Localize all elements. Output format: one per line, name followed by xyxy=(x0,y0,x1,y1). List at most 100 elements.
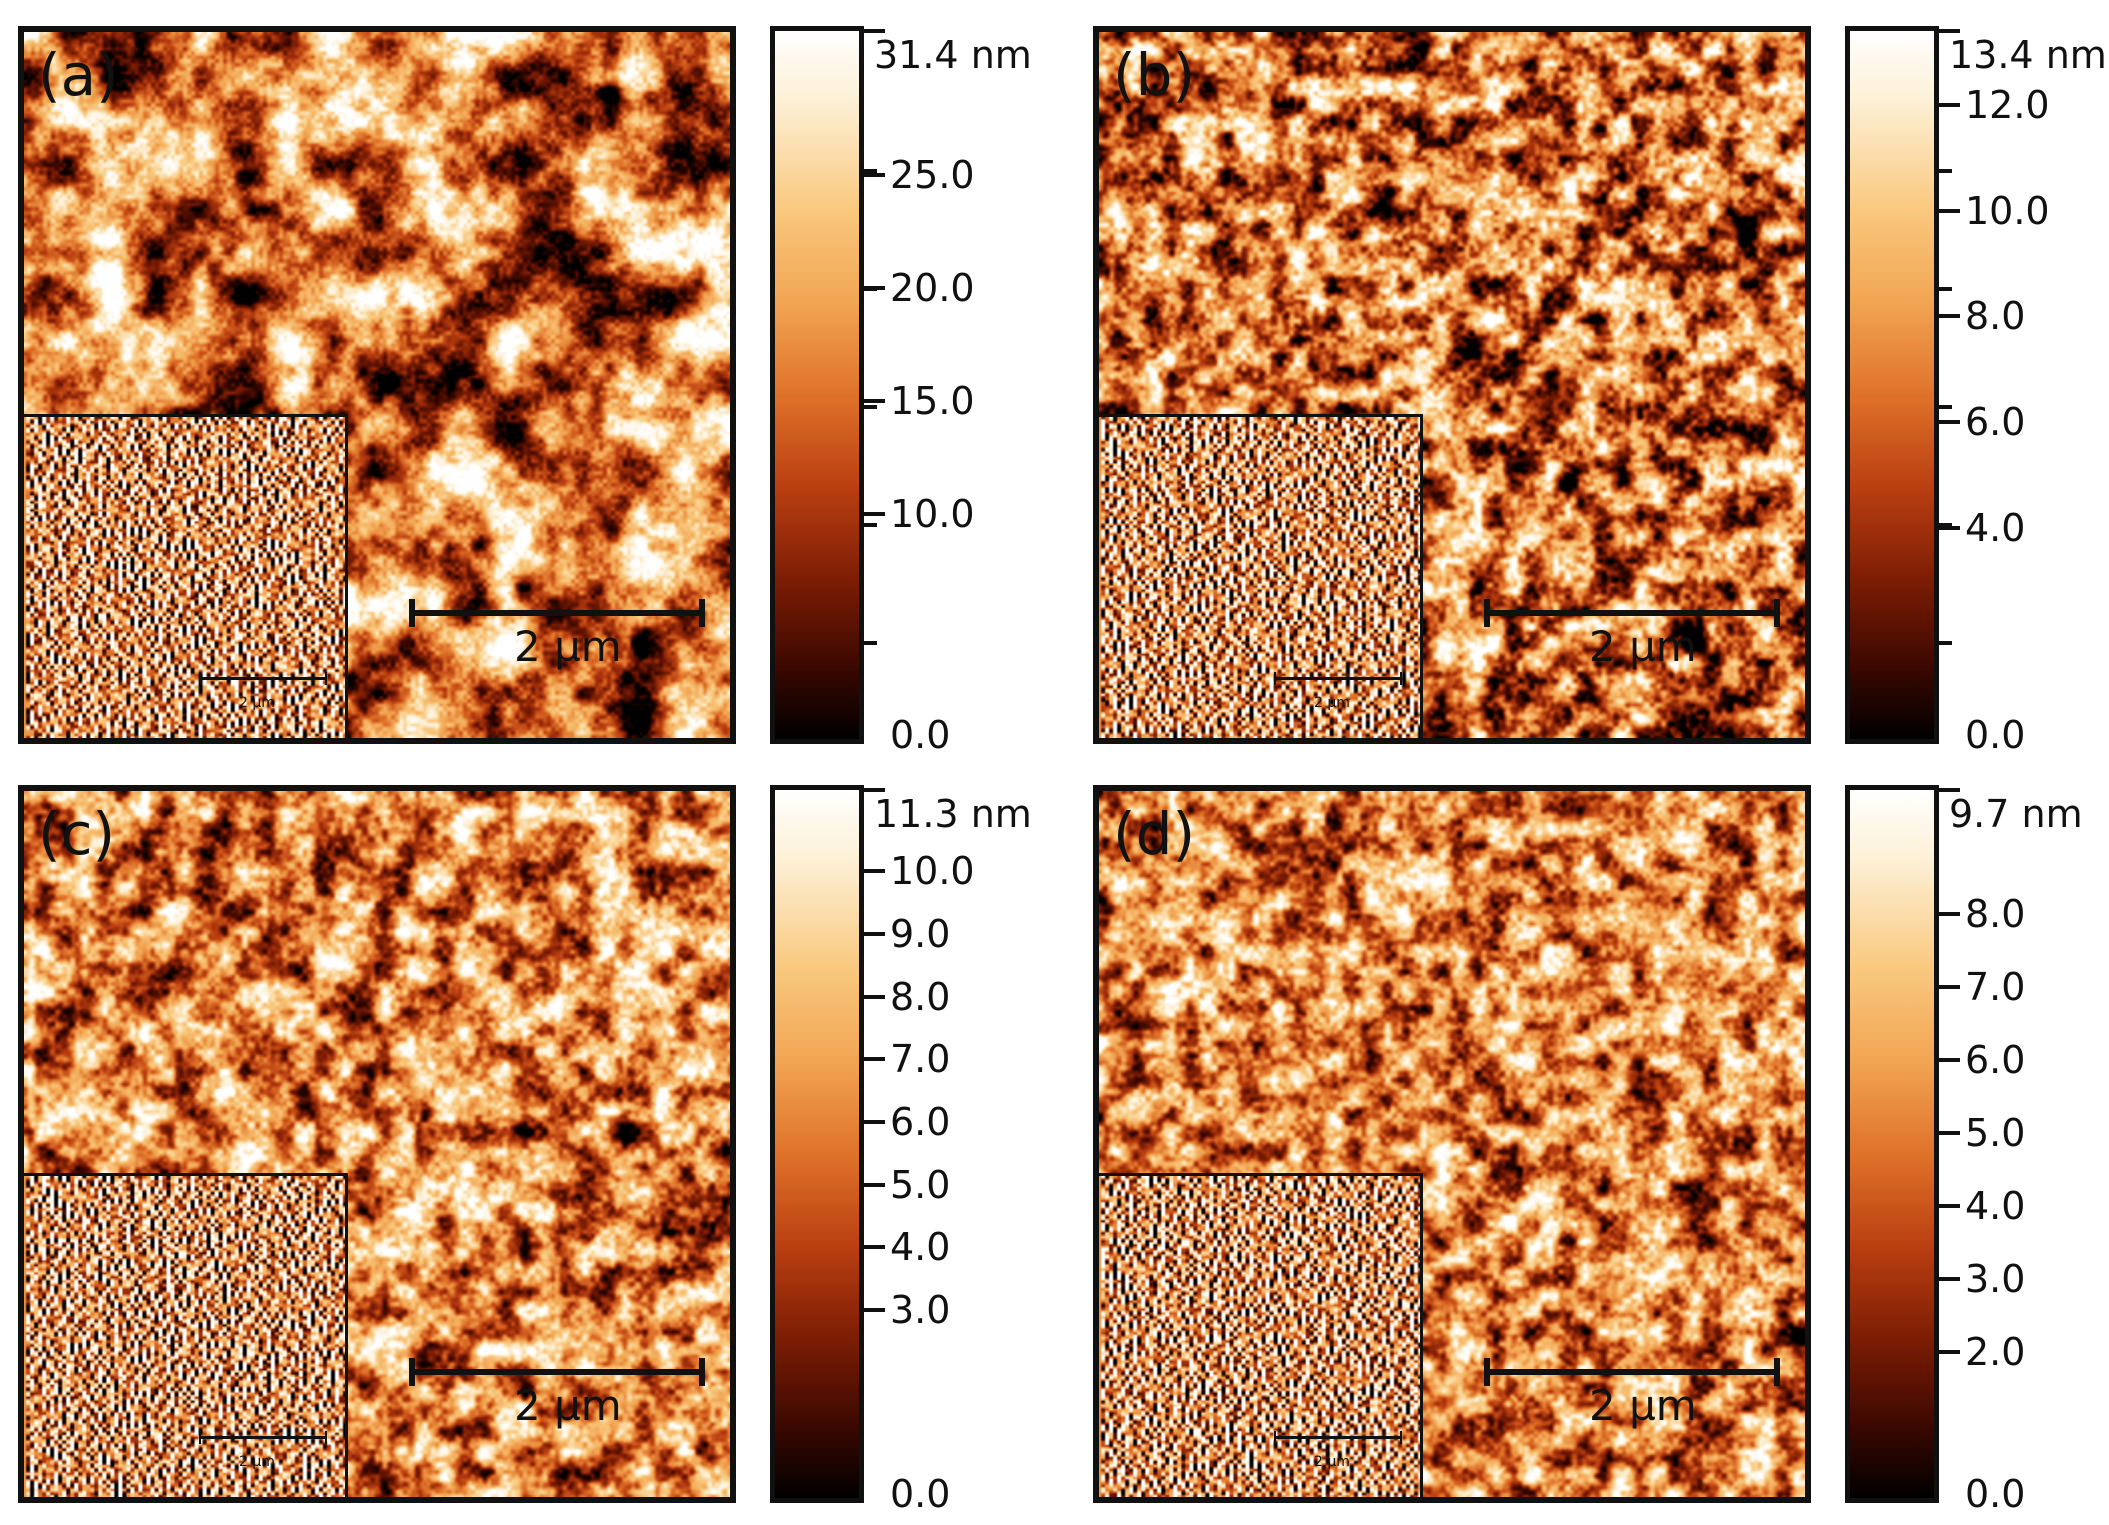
colorbar-tick-label-a: 25.0 xyxy=(890,153,975,197)
colorbar-max-label-d: 9.7 nm xyxy=(1949,792,2083,836)
colorbar-minor-tick-b xyxy=(1934,287,1952,291)
colorbar-tick-label-d: 7.0 xyxy=(1965,965,2026,1009)
scale-bar-b xyxy=(1484,599,1780,627)
afm-height-image-a: (a) 2 µm 2 µm xyxy=(18,26,736,744)
height-colorbar-c xyxy=(770,785,885,1503)
colorbar-tick-label-d: 2.0 xyxy=(1965,1330,2026,1374)
height-colorbar-b xyxy=(1845,26,1960,744)
colorbar-tick-label-a: 20.0 xyxy=(890,266,975,310)
colorbar-minor-tick-a xyxy=(859,641,877,645)
scale-bar-d xyxy=(1484,1358,1780,1386)
colorbar-tick-label-d: 5.0 xyxy=(1965,1111,2026,1155)
colorbar-tick-label-c: 0.0 xyxy=(890,1472,951,1516)
colorbar-max-tick-d xyxy=(1934,788,1960,792)
colorbar-tick-c xyxy=(859,995,885,999)
panel-label-a: (a) xyxy=(38,41,119,109)
colorbar-minor-tick-b xyxy=(1934,169,1952,173)
phase-map-b xyxy=(1099,417,1420,738)
colorbar-tick-label-a: 10.0 xyxy=(890,492,975,536)
colorbar-tick-a xyxy=(859,399,885,403)
colorbar-tick-label-c: 10.0 xyxy=(890,849,975,893)
colorbar-tick-label-c: 6.0 xyxy=(890,1100,951,1144)
scale-bar-c xyxy=(409,1358,705,1386)
colorbar-minor-tick-b xyxy=(1934,523,1952,527)
inset-scale-bar-label-d: 2 µm xyxy=(1314,1454,1350,1470)
scale-bar-a xyxy=(409,599,705,627)
panel-label-d: (d) xyxy=(1113,800,1196,868)
colorbar-minor-tick-b xyxy=(1934,641,1952,645)
inset-scale-bar-d xyxy=(1274,1431,1402,1444)
panel-label-b: (b) xyxy=(1113,41,1196,109)
inset-scale-bar-c xyxy=(199,1431,327,1444)
colorbar-minor-tick-b xyxy=(1934,405,1952,409)
colorbar-tick-label-b: 4.0 xyxy=(1965,506,2026,550)
colorbar-max-label-b: 13.4 nm xyxy=(1949,33,2107,77)
colorbar-tick-b xyxy=(1934,420,1960,424)
colorbar-tick-c xyxy=(859,1120,885,1124)
colorbar-tick-label-c: 7.0 xyxy=(890,1037,951,1081)
colorbar-tick-d xyxy=(1934,1131,1960,1135)
height-colorbar-d xyxy=(1845,785,1960,1503)
colorbar-gradient-a xyxy=(775,31,859,739)
colorbar-tick-c xyxy=(859,1308,885,1312)
colorbar-tick-label-c: 3.0 xyxy=(890,1288,951,1332)
colorbar-max-tick-c xyxy=(859,788,885,792)
colorbar-tick-d xyxy=(1934,912,1960,916)
colorbar-tick-label-c: 9.0 xyxy=(890,912,951,956)
afm-height-image-d: (d) 2 µm 2 µm xyxy=(1093,785,1811,1503)
colorbar-max-label-c: 11.3 nm xyxy=(874,792,1032,836)
colorbar-tick-label-a: 15.0 xyxy=(890,379,975,423)
colorbar-tick-b xyxy=(1934,526,1960,530)
phase-image-inset-b: 2 µm xyxy=(1099,414,1423,738)
afm-height-image-c: (c) 2 µm 2 µm xyxy=(18,785,736,1503)
colorbar-tick-c xyxy=(859,1057,885,1061)
panel-label-c: (c) xyxy=(38,800,116,868)
colorbar-tick-a xyxy=(859,173,885,177)
phase-map-a xyxy=(24,417,345,738)
colorbar-tick-c xyxy=(859,869,885,873)
colorbar-tick-b xyxy=(1934,209,1960,213)
colorbar-max-tick-b xyxy=(1934,29,1960,33)
colorbar-tick-b xyxy=(1934,103,1960,107)
colorbar-tick-d xyxy=(1934,1350,1960,1354)
phase-image-inset-d: 2 µm xyxy=(1099,1173,1423,1497)
colorbar-tick-b xyxy=(1934,314,1960,318)
colorbar-max-tick-a xyxy=(859,29,885,33)
colorbar-tick-d xyxy=(1934,1277,1960,1281)
colorbar-max-label-a: 31.4 nm xyxy=(874,33,1032,77)
inset-scale-bar-a xyxy=(199,672,327,685)
colorbar-minor-tick-a xyxy=(859,169,877,173)
inset-scale-bar-b xyxy=(1274,672,1402,685)
colorbar-tick-label-c: 5.0 xyxy=(890,1163,951,1207)
colorbar-tick-a xyxy=(859,512,885,516)
colorbar-tick-label-b: 10.0 xyxy=(1965,189,2050,233)
inset-scale-bar-label-a: 2 µm xyxy=(239,695,275,711)
inset-scale-bar-label-c: 2 µm xyxy=(239,1454,275,1470)
scale-bar-label-b: 2 µm xyxy=(1589,622,1697,671)
colorbar-tick-label-d: 6.0 xyxy=(1965,1038,2026,1082)
colorbar-tick-c xyxy=(859,1245,885,1249)
colorbar-minor-tick-a xyxy=(859,523,877,527)
colorbar-gradient-c xyxy=(775,790,859,1498)
colorbar-tick-label-d: 4.0 xyxy=(1965,1184,2026,1228)
colorbar-tick-label-b: 6.0 xyxy=(1965,400,2026,444)
phase-map-d xyxy=(1099,1176,1420,1497)
phase-map-c xyxy=(24,1176,345,1497)
colorbar-tick-label-d: 3.0 xyxy=(1965,1257,2026,1301)
colorbar-minor-tick-a xyxy=(859,287,877,291)
scale-bar-label-c: 2 µm xyxy=(514,1381,622,1430)
scale-bar-label-a: 2 µm xyxy=(514,622,622,671)
afm-height-image-b: (b) 2 µm 2 µm xyxy=(1093,26,1811,744)
colorbar-tick-label-d: 0.0 xyxy=(1965,1472,2026,1516)
colorbar-tick-label-b: 12.0 xyxy=(1965,83,2050,127)
colorbar-tick-c xyxy=(859,932,885,936)
scale-bar-label-d: 2 µm xyxy=(1589,1381,1697,1430)
colorbar-minor-tick-a xyxy=(859,405,877,409)
colorbar-gradient-b xyxy=(1850,31,1934,739)
phase-image-inset-c: 2 µm xyxy=(24,1173,348,1497)
colorbar-tick-label-a: 0.0 xyxy=(890,713,951,757)
height-colorbar-a xyxy=(770,26,885,744)
colorbar-tick-c xyxy=(859,1183,885,1187)
colorbar-tick-label-c: 8.0 xyxy=(890,975,951,1019)
